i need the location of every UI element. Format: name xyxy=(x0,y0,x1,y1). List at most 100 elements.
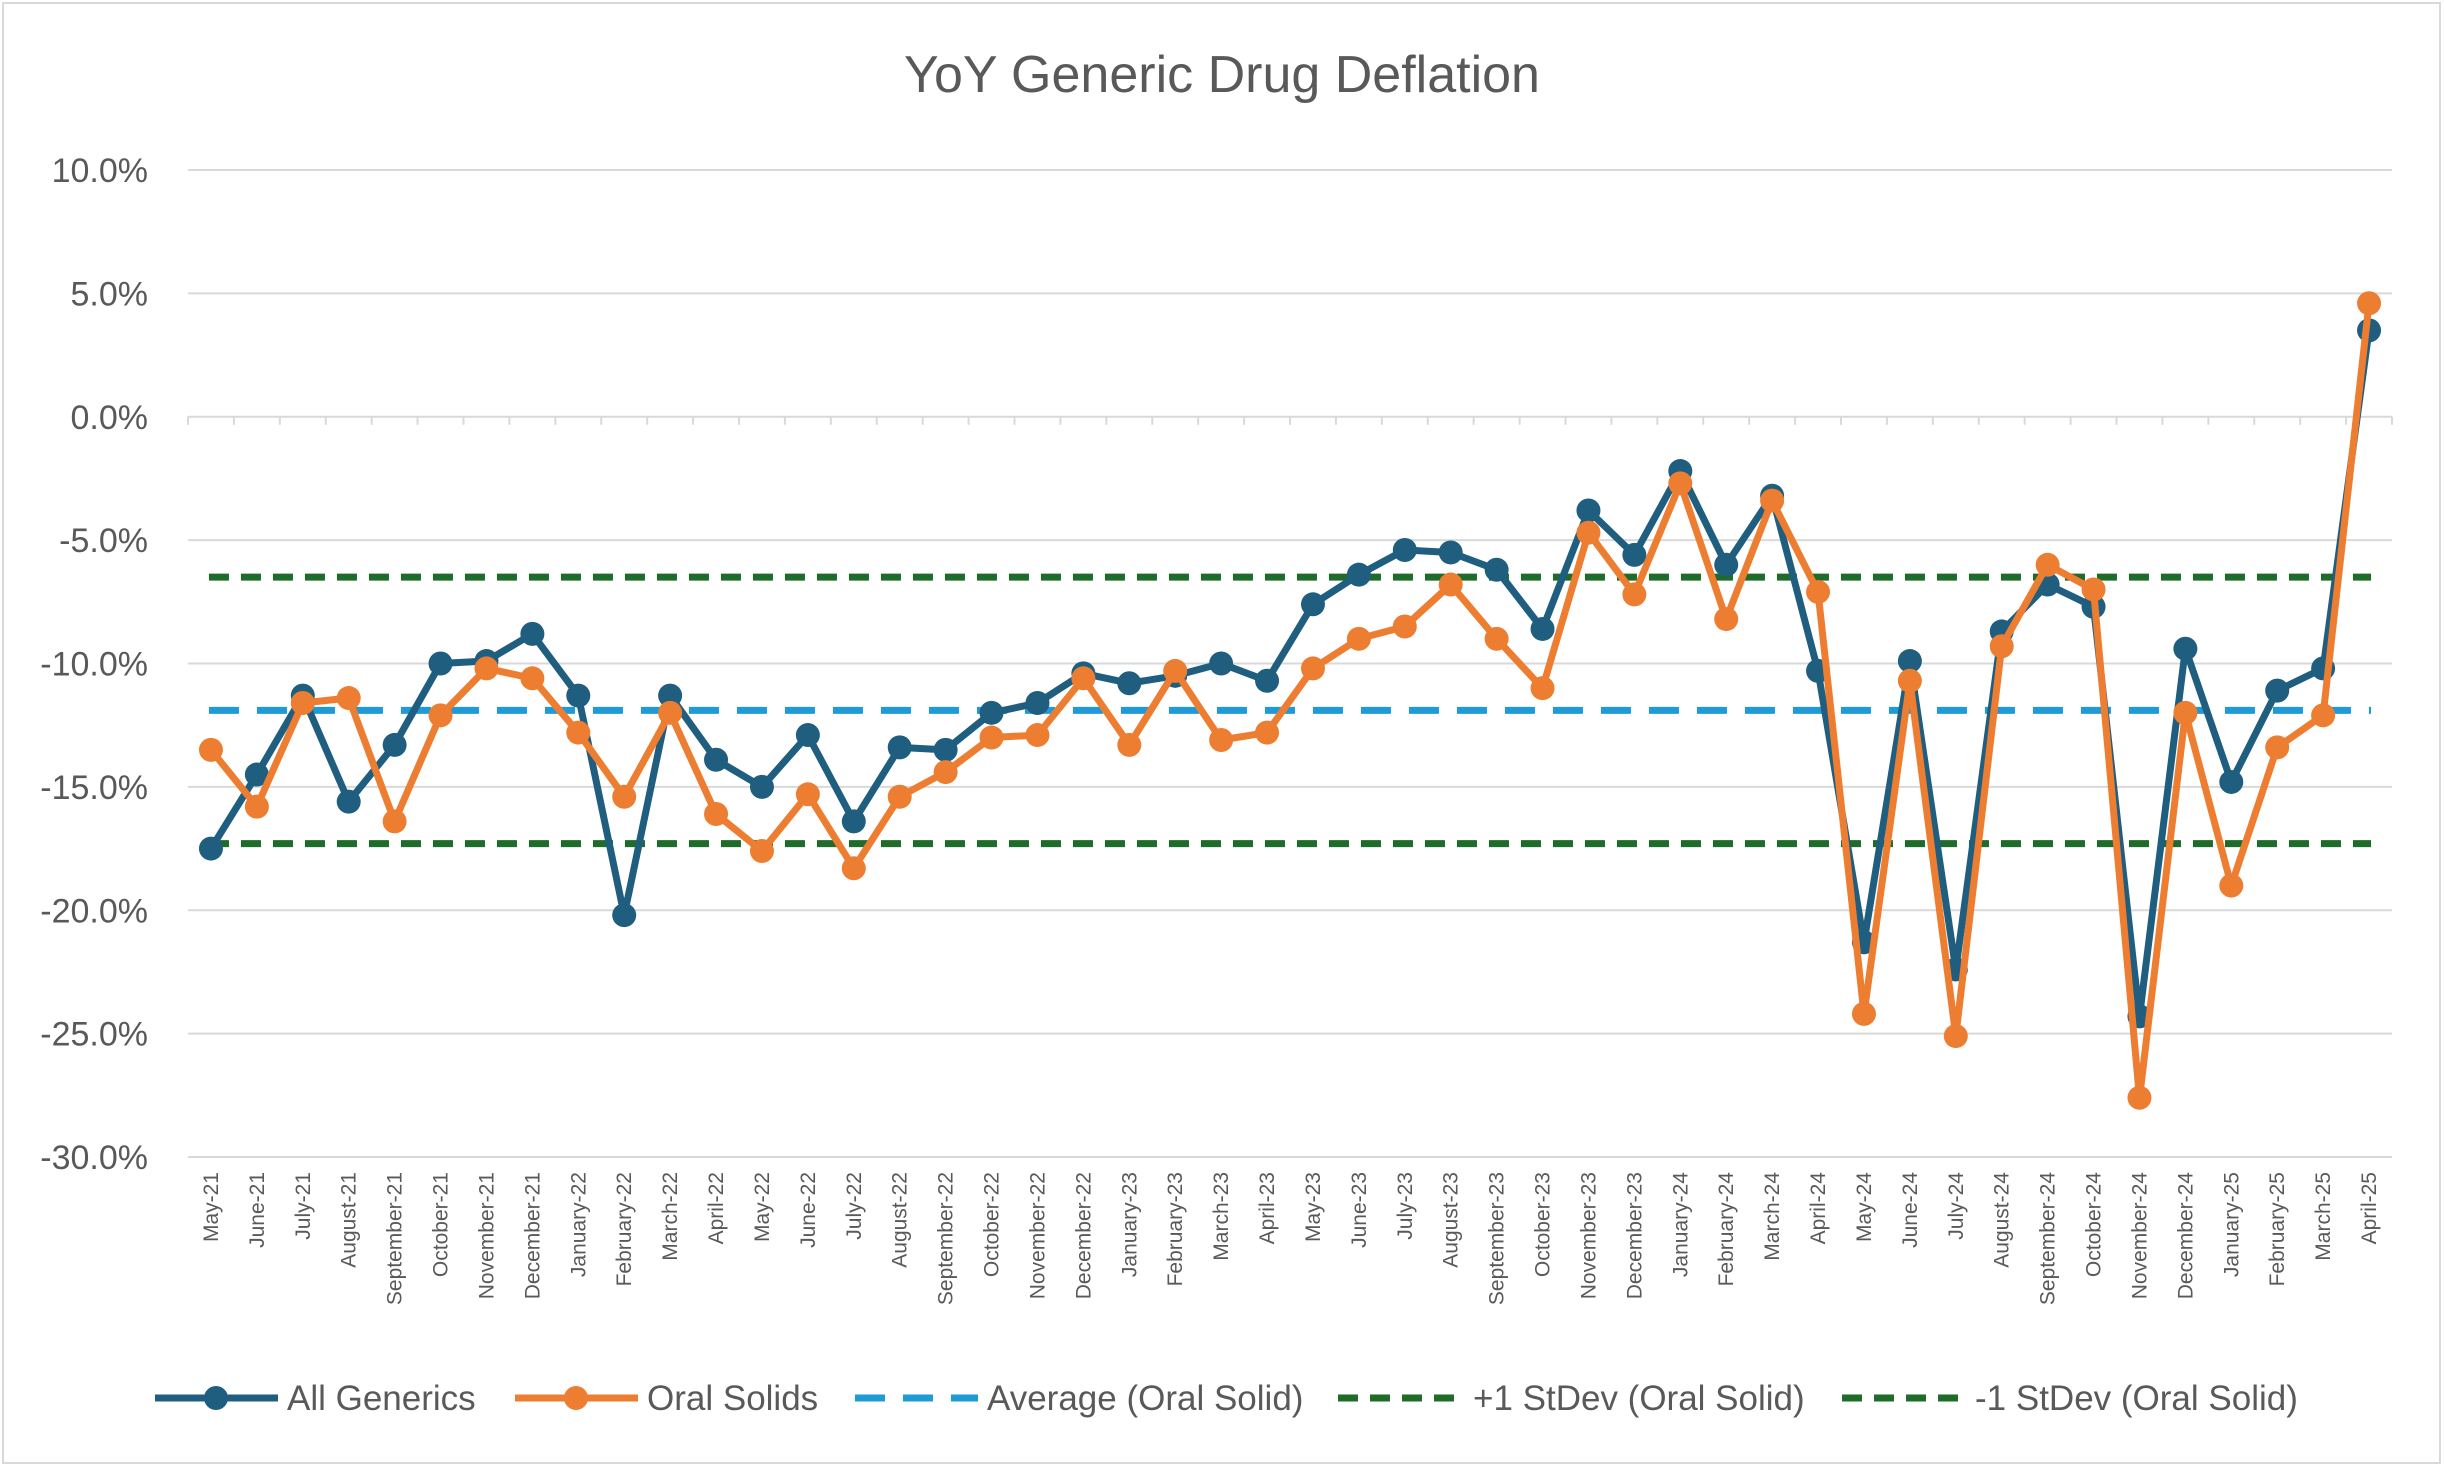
all-generics-point xyxy=(1392,537,1417,562)
legend-label: All Generics xyxy=(287,1379,476,1418)
all-generics-point xyxy=(198,836,223,861)
x-tick-label: July-22 xyxy=(843,1172,866,1240)
y-tick-label: -15.0% xyxy=(40,769,148,807)
x-tick-label: September-24 xyxy=(2037,1172,2060,1305)
x-tick-label: May-23 xyxy=(1302,1172,1325,1242)
all-generics-point xyxy=(2219,769,2244,794)
all-generics-point xyxy=(841,809,866,834)
gridlines xyxy=(188,169,2392,1158)
legend: All Generics Oral Solids Average (Oral Sol… xyxy=(155,1379,2298,1418)
all-generics-point xyxy=(704,747,729,772)
legend-label: Average (Oral Solid) xyxy=(987,1379,1303,1418)
oral-solids-point xyxy=(1530,676,1555,701)
oral-solids-point xyxy=(1117,732,1142,757)
oral-solids-point xyxy=(1438,572,1463,597)
all-generics-point xyxy=(1622,542,1647,567)
all-generics-point xyxy=(382,732,407,757)
all-generics-point xyxy=(428,651,453,676)
x-tick-label: August-22 xyxy=(889,1172,912,1268)
all-generics-point xyxy=(1025,690,1050,715)
x-tick-label: October-21 xyxy=(430,1172,453,1277)
x-tick-label: June-22 xyxy=(797,1172,820,1248)
oral-solids-point xyxy=(1943,1024,1968,1049)
y-tick-label: 10.0% xyxy=(52,152,148,190)
oral-solids-point xyxy=(1989,634,2014,659)
oral-solids-point xyxy=(474,656,499,681)
oral-solids-point xyxy=(1071,666,1096,691)
oral-solids-point xyxy=(1806,579,1831,604)
all-generics-point xyxy=(1484,557,1509,582)
y-axis-ticks: 10.0% 5.0% 0.0% -5.0% -10.0% -15.0% -20.0% -25.… xyxy=(40,152,148,1177)
oral-solids-point xyxy=(428,703,453,728)
all-generics-point xyxy=(887,735,912,760)
x-tick-label: August-24 xyxy=(1991,1172,2014,1268)
x-tick-label: April-24 xyxy=(1807,1172,1830,1245)
x-tick-label: January-24 xyxy=(1669,1172,1692,1277)
all-generics-point xyxy=(1209,651,1234,676)
x-tick-label: February-25 xyxy=(2266,1172,2289,1286)
x-tick-label: June-23 xyxy=(1348,1172,1371,1248)
oral-solids-point xyxy=(658,700,683,725)
oral-solids-point xyxy=(1163,658,1188,683)
all-generics-point xyxy=(2265,678,2290,703)
oral-solids-point xyxy=(1209,727,1234,752)
all-generics-point xyxy=(566,683,591,708)
x-tick-label: November-21 xyxy=(475,1172,498,1299)
x-tick-label: March-22 xyxy=(659,1172,682,1261)
all-generics-point xyxy=(1530,616,1555,641)
oral-solids-point xyxy=(1025,723,1050,748)
x-tick-label: September-22 xyxy=(935,1172,958,1305)
oral-solids-point xyxy=(2173,700,2198,725)
x-tick-label: January-23 xyxy=(1118,1172,1141,1277)
all-generics-point xyxy=(795,723,820,748)
x-tick-label: August-21 xyxy=(338,1172,361,1268)
all-generics-point xyxy=(2173,636,2198,661)
x-tick-label: April-23 xyxy=(1256,1172,1279,1244)
legend-label: -1 StDev (Oral Solid) xyxy=(1975,1379,2298,1418)
x-tick-label: February-23 xyxy=(1164,1172,1187,1286)
all-generics-point xyxy=(1300,592,1325,617)
legend-label: +1 StDev (Oral Solid) xyxy=(1473,1379,1805,1418)
oral-solids-point xyxy=(1255,720,1280,745)
oral-solids-point xyxy=(612,784,637,809)
series-group xyxy=(198,291,2382,1110)
oral-solids-point xyxy=(979,725,1004,750)
x-tick-label: October-23 xyxy=(1532,1172,1555,1277)
x-tick-label: July-23 xyxy=(1394,1172,1417,1240)
all-generics-point xyxy=(1346,562,1371,587)
all-generics-point xyxy=(336,789,361,814)
y-tick-label: -5.0% xyxy=(59,522,148,560)
y-tick-label: -30.0% xyxy=(40,1139,148,1177)
oral-solids-point xyxy=(1622,582,1647,607)
all-generics-point xyxy=(520,621,545,646)
oral-solids-point xyxy=(2265,735,2290,760)
x-tick-label: May-21 xyxy=(200,1172,223,1242)
x-tick-label: April-22 xyxy=(705,1172,728,1244)
all-generics-point xyxy=(1438,540,1463,565)
x-tick-label: February-24 xyxy=(1715,1172,1738,1287)
x-tick-label: December-23 xyxy=(1623,1172,1646,1299)
all-generics-point xyxy=(658,683,683,708)
all-generics-point xyxy=(979,700,1004,725)
legend-marker xyxy=(204,1386,228,1410)
x-tick-label: January-22 xyxy=(567,1172,590,1277)
x-tick-label: August-23 xyxy=(1440,1172,1463,1268)
all-generics-point xyxy=(1576,498,1601,523)
oral-solids-point xyxy=(933,760,958,785)
oral-solids-point xyxy=(2357,291,2382,316)
oral-solids-point xyxy=(1300,656,1325,681)
x-tick-label: May-22 xyxy=(751,1172,774,1242)
all-generics-point xyxy=(612,903,637,928)
x-tick-label: March-25 xyxy=(2312,1172,2335,1261)
x-tick-label: September-21 xyxy=(384,1172,407,1305)
x-tick-label: September-23 xyxy=(1486,1172,1509,1305)
x-axis-ticks: May-21 June-21 July-21 August-21 September-2… xyxy=(187,416,2393,1305)
oral-solids-point xyxy=(244,794,269,819)
x-tick-label: November-23 xyxy=(1577,1172,1600,1299)
x-tick-label: November-24 xyxy=(2128,1172,2151,1300)
oral-solids-point xyxy=(1851,1001,1876,1026)
x-tick-label: October-22 xyxy=(981,1172,1004,1277)
oral-solids-point xyxy=(1576,520,1601,545)
oral-solids-point xyxy=(382,809,407,834)
all-generics-point xyxy=(1255,668,1280,693)
